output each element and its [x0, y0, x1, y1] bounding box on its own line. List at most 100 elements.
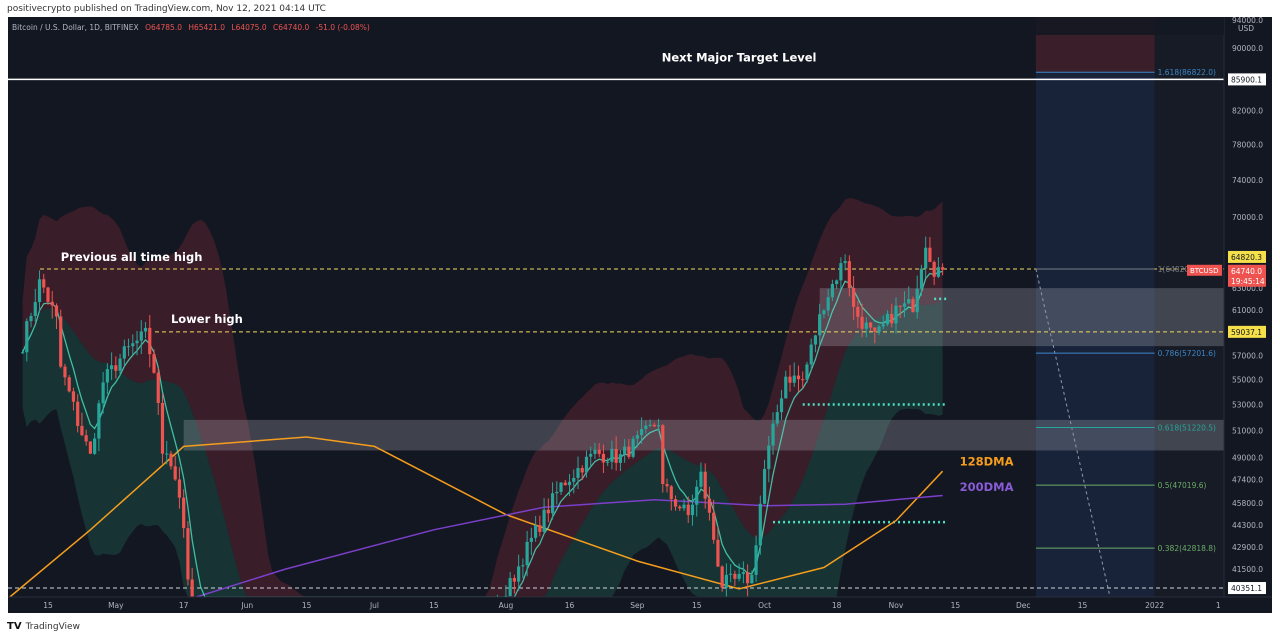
candle-body[interactable]: [644, 425, 648, 430]
candle-body[interactable]: [63, 366, 67, 378]
candle-body[interactable]: [792, 375, 796, 383]
candle-body[interactable]: [741, 572, 745, 574]
candle-body[interactable]: [589, 453, 593, 457]
candle-body[interactable]: [118, 358, 122, 371]
candle-body[interactable]: [601, 453, 606, 463]
candle-body[interactable]: [707, 498, 712, 513]
candle-body[interactable]: [635, 435, 639, 439]
candle-body[interactable]: [826, 297, 830, 311]
candle-body[interactable]: [173, 466, 177, 480]
candle-body[interactable]: [661, 425, 665, 485]
candle-body[interactable]: [754, 545, 758, 575]
candle-body[interactable]: [686, 504, 690, 516]
candle-body[interactable]: [20, 352, 25, 354]
candle-body[interactable]: [538, 525, 542, 532]
candle-body[interactable]: [182, 497, 186, 529]
candle-body[interactable]: [177, 479, 182, 498]
candle-body[interactable]: [529, 537, 533, 542]
candle-body[interactable]: [165, 453, 169, 455]
candle-body[interactable]: [546, 509, 550, 514]
candle-body[interactable]: [898, 305, 902, 307]
candle-body[interactable]: [156, 372, 160, 403]
candle-body[interactable]: [71, 391, 76, 402]
candle-body[interactable]: [860, 316, 864, 329]
candle-body[interactable]: [678, 506, 682, 509]
candle-body[interactable]: [542, 509, 546, 532]
candle-body[interactable]: [902, 303, 907, 307]
candle-body[interactable]: [843, 261, 847, 264]
candle-body[interactable]: [88, 441, 92, 454]
candle-body[interactable]: [919, 268, 924, 289]
candle-body[interactable]: [580, 468, 584, 473]
candle-body[interactable]: [911, 299, 915, 313]
candle-body[interactable]: [758, 503, 762, 546]
candle-body[interactable]: [852, 287, 856, 307]
candle-body[interactable]: [724, 574, 728, 588]
candle-body[interactable]: [190, 579, 194, 597]
candle-body[interactable]: [915, 288, 919, 313]
time-axis[interactable]: [8, 597, 1272, 613]
candle-body[interactable]: [105, 369, 109, 383]
candle-body[interactable]: [936, 267, 940, 277]
candle-body[interactable]: [525, 541, 529, 566]
candle-body[interactable]: [669, 486, 673, 500]
candle-body[interactable]: [856, 306, 860, 317]
candle-body[interactable]: [139, 331, 143, 341]
candle-body[interactable]: [122, 346, 126, 359]
candle-body[interactable]: [665, 484, 669, 487]
candle-body[interactable]: [37, 279, 42, 303]
candle-body[interactable]: [59, 316, 63, 367]
candle-body[interactable]: [729, 573, 733, 575]
candle-body[interactable]: [881, 324, 885, 327]
candle-body[interactable]: [97, 403, 101, 439]
candle-body[interactable]: [555, 491, 559, 494]
candle-body[interactable]: [839, 263, 843, 281]
candle-body[interactable]: [631, 438, 635, 457]
candle-body[interactable]: [699, 471, 703, 487]
candle-body[interactable]: [80, 425, 84, 436]
candle-body[interactable]: [864, 322, 868, 329]
candle-body[interactable]: [512, 578, 516, 582]
candle-body[interactable]: [703, 471, 707, 499]
candle-body[interactable]: [941, 267, 945, 270]
candle-body[interactable]: [126, 346, 131, 348]
candle-body[interactable]: [928, 247, 932, 262]
candle-body[interactable]: [152, 354, 156, 373]
candle-body[interactable]: [186, 528, 190, 580]
candle-body[interactable]: [54, 305, 59, 317]
candle-body[interactable]: [143, 327, 148, 332]
candle-body[interactable]: [576, 468, 580, 478]
candle-body[interactable]: [847, 261, 851, 288]
candle-body[interactable]: [809, 344, 813, 365]
candle-body[interactable]: [801, 379, 805, 381]
candle-body[interactable]: [750, 574, 754, 584]
candle-body[interactable]: [690, 504, 695, 516]
candle-body[interactable]: [762, 468, 767, 504]
candle-body[interactable]: [50, 301, 54, 306]
candle-body[interactable]: [835, 280, 839, 285]
candle-body[interactable]: [101, 382, 105, 404]
candle-body[interactable]: [46, 287, 50, 302]
candle-body[interactable]: [890, 313, 894, 324]
candle-body[interactable]: [775, 412, 779, 424]
candle-body[interactable]: [563, 482, 567, 486]
candle-body[interactable]: [673, 499, 678, 507]
candle-body[interactable]: [623, 446, 627, 455]
candle-body[interactable]: [534, 525, 538, 538]
candle-body[interactable]: [932, 261, 936, 277]
candle-body[interactable]: [584, 456, 589, 473]
candle-body[interactable]: [135, 340, 139, 344]
candle-body[interactable]: [610, 448, 614, 462]
candle-body[interactable]: [148, 327, 152, 355]
candle-body[interactable]: [894, 305, 898, 324]
candle-body[interactable]: [656, 425, 661, 427]
candle-body[interactable]: [737, 573, 741, 579]
candle-body[interactable]: [868, 322, 873, 328]
candle-body[interactable]: [712, 512, 716, 540]
candle-body[interactable]: [805, 364, 809, 380]
candle-body[interactable]: [767, 445, 771, 469]
candle-body[interactable]: [606, 461, 610, 463]
candle-body[interactable]: [521, 565, 525, 567]
candle-body[interactable]: [784, 376, 788, 399]
